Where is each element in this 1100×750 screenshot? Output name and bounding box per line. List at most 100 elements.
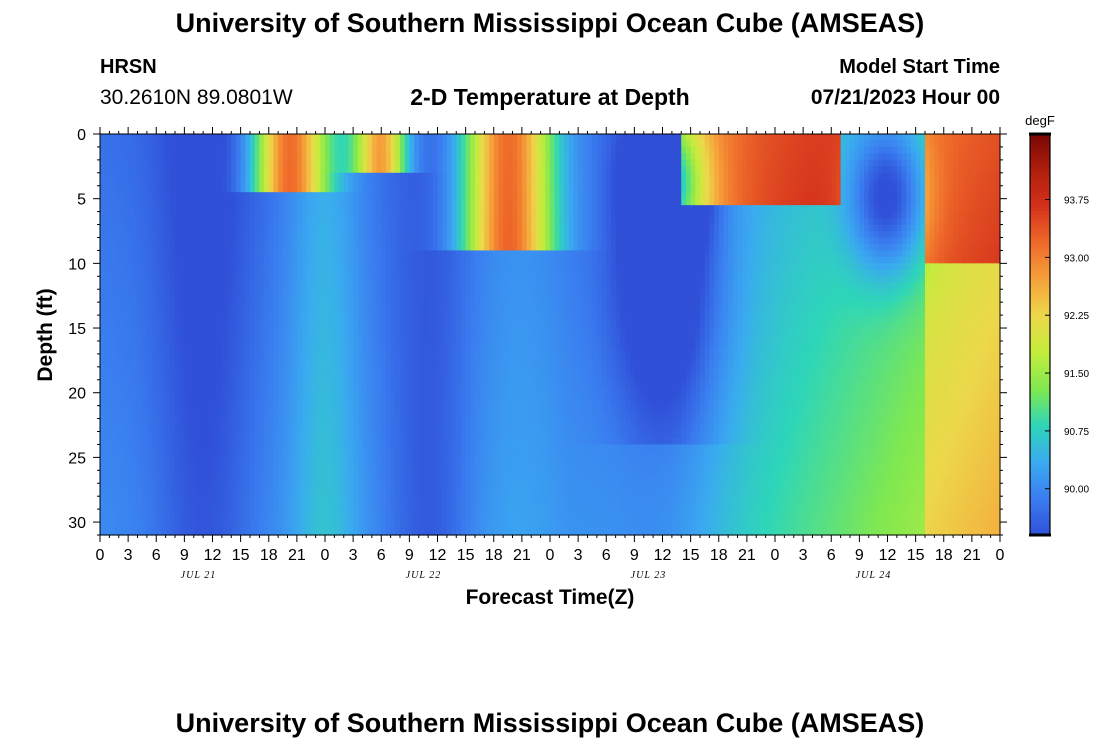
heatmap-cell bbox=[559, 166, 565, 174]
heatmap-cell bbox=[784, 243, 790, 252]
heatmap-cell bbox=[418, 166, 425, 174]
heatmap-cell bbox=[231, 192, 237, 200]
heatmap-cell bbox=[175, 237, 181, 245]
heatmap-cell bbox=[128, 250, 134, 258]
heatmap-cell bbox=[681, 218, 687, 226]
heatmap-cell bbox=[685, 269, 692, 277]
heatmap-cell bbox=[428, 198, 434, 206]
heatmap-cell bbox=[512, 243, 518, 252]
heatmap-cell bbox=[282, 205, 289, 213]
heatmap-cell bbox=[170, 263, 176, 271]
heatmap-cell bbox=[343, 198, 350, 206]
heatmap-cell bbox=[343, 269, 350, 277]
heatmap-cell bbox=[278, 153, 284, 161]
heatmap-cell bbox=[104, 146, 110, 155]
heatmap-cell bbox=[217, 159, 223, 167]
heatmap-cell bbox=[498, 146, 504, 155]
heatmap-cell bbox=[306, 205, 312, 213]
heatmap-cell bbox=[596, 134, 603, 142]
heatmap-cell bbox=[212, 146, 218, 155]
heatmap-cell bbox=[418, 243, 425, 252]
heatmap-cell bbox=[362, 295, 368, 303]
heatmap-cell bbox=[971, 250, 978, 258]
heatmap-cell bbox=[896, 231, 903, 239]
heatmap-cell bbox=[564, 250, 570, 258]
heatmap-cell bbox=[700, 134, 706, 142]
heatmap-cell bbox=[296, 192, 303, 200]
heatmap-cell bbox=[175, 218, 181, 226]
heatmap-cell bbox=[343, 231, 350, 239]
heatmap-cell bbox=[521, 289, 528, 297]
heatmap-cell bbox=[226, 231, 232, 239]
heatmap-cell bbox=[728, 159, 734, 167]
heatmap-cell bbox=[170, 134, 176, 142]
heatmap-cell bbox=[104, 269, 110, 277]
heatmap-cell bbox=[676, 250, 682, 258]
heatmap-cell bbox=[446, 205, 453, 213]
heatmap-cell bbox=[976, 205, 982, 213]
heatmap-cell bbox=[578, 224, 584, 232]
heatmap-cell bbox=[545, 192, 551, 200]
heatmap-cell bbox=[620, 282, 626, 290]
heatmap-cell bbox=[193, 198, 200, 206]
heatmap-cell bbox=[545, 269, 551, 277]
heatmap-cell bbox=[784, 282, 790, 290]
heatmap-cell bbox=[882, 218, 889, 226]
heatmap-cell bbox=[789, 179, 795, 187]
heatmap-cell bbox=[840, 231, 846, 239]
heatmap-cell bbox=[939, 185, 945, 193]
heatmap-cell bbox=[925, 140, 931, 148]
heatmap-cell bbox=[817, 231, 823, 239]
heatmap-cell bbox=[250, 198, 256, 206]
heatmap-cell bbox=[503, 276, 509, 284]
heatmap-cell bbox=[189, 211, 195, 219]
heatmap-cell bbox=[381, 159, 387, 167]
heatmap-cell bbox=[179, 166, 185, 174]
heatmap-cell bbox=[484, 289, 490, 297]
heatmap-cell bbox=[109, 166, 115, 174]
heatmap-cell bbox=[137, 263, 143, 271]
heatmap-cell bbox=[390, 185, 396, 193]
heatmap-cell bbox=[212, 243, 218, 252]
heatmap-cell bbox=[550, 192, 556, 200]
heatmap-cell bbox=[550, 146, 556, 155]
heatmap-cell bbox=[985, 237, 992, 245]
heatmap-cell bbox=[475, 198, 481, 206]
heatmap-cell bbox=[409, 289, 415, 297]
heatmap-cell bbox=[943, 192, 950, 200]
heatmap-cell bbox=[512, 218, 518, 226]
heatmap-cell bbox=[142, 243, 148, 252]
heatmap-cell bbox=[709, 276, 715, 284]
heatmap-cell bbox=[170, 211, 176, 219]
heatmap-cell bbox=[779, 295, 785, 303]
heatmap-cell bbox=[812, 269, 818, 277]
heatmap-cell bbox=[175, 289, 181, 297]
heatmap-cell bbox=[310, 179, 317, 187]
heatmap-cell bbox=[948, 185, 954, 193]
heatmap-cell bbox=[981, 192, 987, 200]
heatmap-cell bbox=[953, 192, 959, 200]
heatmap-cell bbox=[498, 263, 504, 271]
heatmap-cell bbox=[100, 295, 106, 303]
heatmap-cell bbox=[957, 282, 964, 290]
heatmap-cell bbox=[835, 192, 842, 200]
heatmap-cell bbox=[714, 153, 720, 161]
heatmap-cell bbox=[615, 192, 621, 200]
heatmap-cell bbox=[376, 269, 382, 277]
heatmap-cell bbox=[226, 159, 232, 167]
heatmap-cell bbox=[371, 218, 378, 226]
heatmap-cell bbox=[381, 198, 387, 206]
heatmap-cell bbox=[573, 198, 579, 206]
heatmap-cell bbox=[901, 269, 907, 277]
heatmap-cell bbox=[507, 231, 514, 239]
heatmap-cell bbox=[414, 179, 420, 187]
heatmap-cell bbox=[151, 153, 157, 161]
heatmap-cell bbox=[564, 218, 570, 226]
heatmap-cell bbox=[198, 289, 204, 297]
heatmap-cell bbox=[934, 134, 940, 142]
heatmap-cell bbox=[601, 243, 607, 252]
heatmap-cell bbox=[409, 192, 415, 200]
heatmap-cell bbox=[798, 237, 804, 245]
heatmap-cell bbox=[990, 237, 996, 245]
heatmap-cell bbox=[493, 146, 500, 155]
